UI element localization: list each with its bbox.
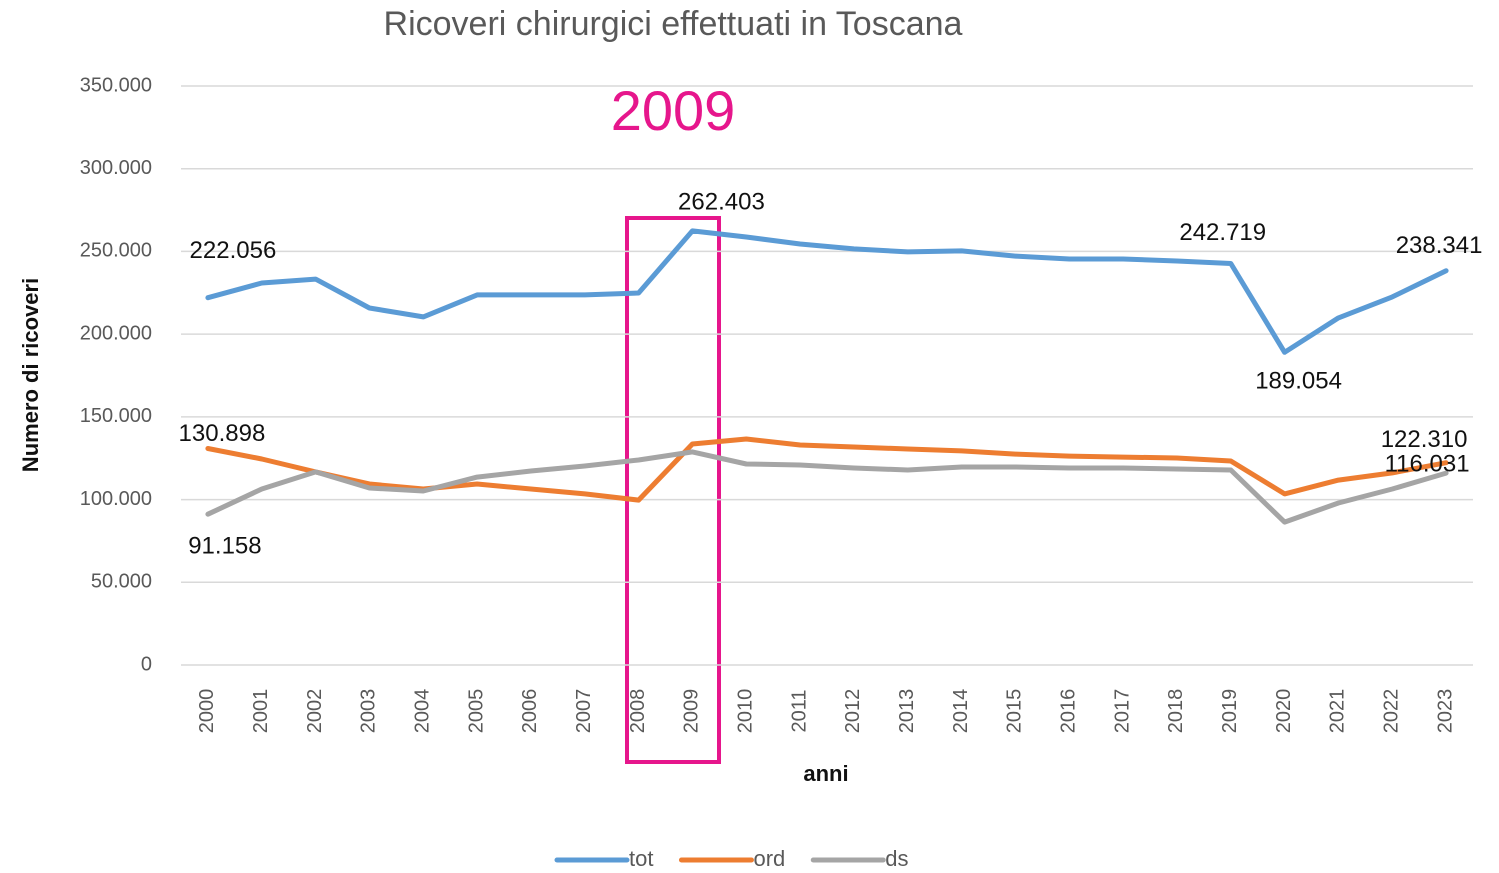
x-tick-label: 2006 [519,689,541,734]
value-label: 242.719 [1179,219,1266,246]
y-tick-label: 250.000 [80,240,152,262]
x-tick-label: 2016 [1058,689,1080,734]
highlight-box [625,216,721,764]
chart-title: Ricoveri chirurgici effettuati in Toscan… [384,5,963,43]
series-line [205,228,1449,355]
value-label: 116.031 [1385,450,1470,477]
y-tick-label: 350.000 [80,74,152,96]
legend-label: ds [885,846,908,871]
x-tick-label: 2000 [196,689,218,734]
x-tick-label: 2001 [250,689,272,734]
x-tick-label: 2017 [1111,689,1133,734]
value-label: 91.158 [188,533,261,560]
x-tick-label: 2020 [1273,689,1295,734]
y-tick-label: 200.000 [80,322,152,344]
y-axis-title: Numero di ricoveri [18,278,43,472]
x-tick-label: 2004 [412,689,434,734]
y-tick-label: 50.000 [91,571,152,593]
series-line [205,449,1449,525]
value-label: 122.310 [1381,426,1468,453]
x-tick-label: 2023 [1434,689,1456,734]
grid [181,85,1473,666]
x-tick-label: 2013 [896,689,918,734]
x-tick-label: 2005 [465,689,487,734]
value-label: 238.341 [1396,232,1483,259]
y-tick-label: 100.000 [80,488,152,510]
x-tick-label: 2019 [1219,689,1241,734]
legend-label: ord [753,846,785,871]
y-tick-label: 150.000 [80,405,152,427]
x-tick-label: 2009 [681,689,703,734]
x-tick-label: 2008 [627,689,649,734]
x-tick-label: 2007 [573,689,595,734]
x-tick-label: 2014 [950,689,972,734]
x-tick-label: 2010 [735,689,757,734]
x-axis-title: anni [803,761,848,786]
annotation: 2009 [611,79,736,142]
x-tick-label: 2018 [1165,689,1187,734]
x-tick-label: 2021 [1327,689,1349,734]
x-tick-label: 2011 [788,689,810,732]
x-tick-label: 2015 [1004,689,1026,734]
value-label: 130.898 [179,420,266,447]
x-tick-label: 2002 [304,689,326,734]
value-label: 262.403 [678,188,765,215]
y-tick-label: 0 [141,653,152,675]
x-tick-label: 2012 [842,689,864,734]
x-tick-label: 2003 [358,689,380,734]
x-tick-label: 2022 [1381,689,1403,734]
y-tick-label: 300.000 [80,157,152,179]
legend-label: tot [629,846,653,871]
value-label: 189.054 [1255,368,1342,395]
value-label: 222.056 [190,237,277,264]
